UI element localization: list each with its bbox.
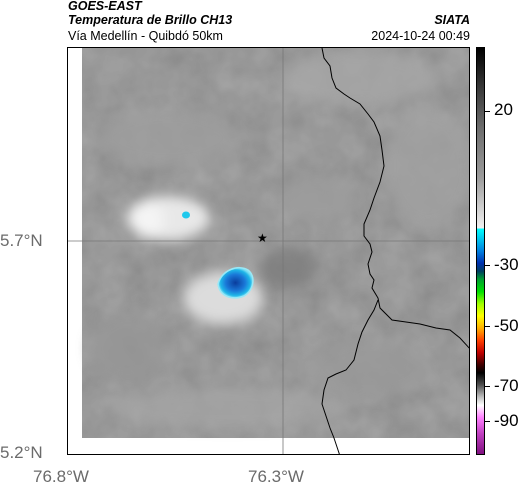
colorbar-tick <box>485 326 490 327</box>
brand-label: SIATA <box>434 13 470 27</box>
colorbar-label-minus70: -70 <box>494 376 519 395</box>
star-icon[interactable]: ★ <box>257 231 268 245</box>
lon-label-76-8: 76.8°W <box>33 467 89 486</box>
product-title: Temperatura de Brillo CH13 <box>68 13 233 27</box>
boundary-line <box>321 48 469 349</box>
cold-cloud-small <box>182 211 190 219</box>
satellite-title: GOES-EAST <box>68 0 142 13</box>
map-canvas <box>68 48 469 454</box>
lat-label-5-7: 5.7°N <box>0 231 43 250</box>
colorbar-label-minus50: -50 <box>494 316 519 335</box>
lat-label-5-2: 5.2°N <box>0 443 43 462</box>
timestamp-label: 2024-10-24 00:49 <box>371 29 470 43</box>
colorbar-tick <box>485 265 490 266</box>
colorbar-label-20: 20 <box>494 100 513 119</box>
colorbar-tick <box>485 421 490 422</box>
lon-label-76-3: 76.3°W <box>248 467 304 486</box>
colorbar-label-minus90: -90 <box>494 411 519 430</box>
satellite-map[interactable]: ★ <box>67 47 470 455</box>
colorbar-tick <box>485 111 490 112</box>
cold-cloud-large <box>217 266 254 299</box>
cloud-texture <box>88 50 469 428</box>
colorbar-label-minus30: -30 <box>494 255 519 274</box>
colorbar <box>476 47 485 455</box>
region-subtitle: Vía Medellín - Quibdó 50km <box>68 29 223 43</box>
colorbar-tick <box>485 386 490 387</box>
